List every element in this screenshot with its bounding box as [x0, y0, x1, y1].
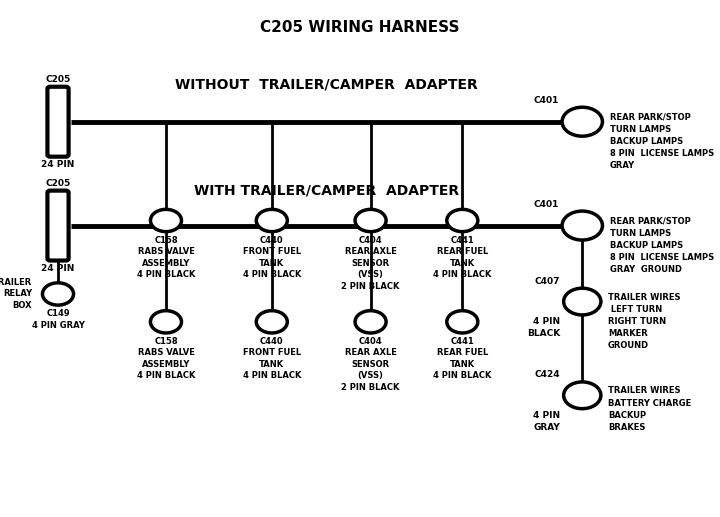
Circle shape — [355, 209, 386, 232]
Text: 24 PIN: 24 PIN — [41, 264, 75, 272]
Circle shape — [256, 311, 287, 333]
Circle shape — [562, 107, 603, 136]
Circle shape — [355, 311, 386, 333]
Text: C205: C205 — [45, 74, 71, 84]
Text: C401: C401 — [534, 200, 559, 208]
Text: C404
REAR AXLE
SENSOR
(VSS)
2 PIN BLACK: C404 REAR AXLE SENSOR (VSS) 2 PIN BLACK — [341, 236, 400, 291]
Text: C424: C424 — [534, 370, 560, 379]
Text: WITHOUT  TRAILER/CAMPER  ADAPTER: WITHOUT TRAILER/CAMPER ADAPTER — [175, 78, 478, 92]
Text: C205: C205 — [45, 178, 71, 188]
Circle shape — [42, 283, 73, 305]
Text: C407: C407 — [535, 277, 560, 286]
Circle shape — [447, 209, 478, 232]
Circle shape — [564, 288, 601, 315]
Text: TRAILER WIRES
 LEFT TURN
RIGHT TURN
MARKER
GROUND: TRAILER WIRES LEFT TURN RIGHT TURN MARKE… — [608, 293, 680, 350]
Text: 4 PIN
GRAY: 4 PIN GRAY — [533, 411, 560, 432]
FancyBboxPatch shape — [48, 191, 68, 261]
Circle shape — [150, 311, 181, 333]
Circle shape — [562, 211, 603, 240]
Circle shape — [150, 209, 181, 232]
Text: WITH TRAILER/CAMPER  ADAPTER: WITH TRAILER/CAMPER ADAPTER — [194, 184, 459, 197]
Circle shape — [256, 209, 287, 232]
Text: C158
RABS VALVE
ASSEMBLY
4 PIN BLACK: C158 RABS VALVE ASSEMBLY 4 PIN BLACK — [137, 236, 195, 279]
Circle shape — [564, 382, 601, 408]
Text: C441
REAR FUEL
TANK
4 PIN BLACK: C441 REAR FUEL TANK 4 PIN BLACK — [433, 236, 492, 279]
Text: C401: C401 — [534, 96, 559, 104]
Text: 24 PIN: 24 PIN — [41, 160, 75, 169]
Text: C158
RABS VALVE
ASSEMBLY
4 PIN BLACK: C158 RABS VALVE ASSEMBLY 4 PIN BLACK — [137, 337, 195, 381]
Circle shape — [447, 311, 478, 333]
FancyBboxPatch shape — [48, 87, 68, 157]
Text: TRAILER WIRES
BATTERY CHARGE
BACKUP
BRAKES: TRAILER WIRES BATTERY CHARGE BACKUP BRAK… — [608, 386, 691, 432]
Text: 4 PIN
BLACK: 4 PIN BLACK — [527, 317, 560, 338]
Text: C404
REAR AXLE
SENSOR
(VSS)
2 PIN BLACK: C404 REAR AXLE SENSOR (VSS) 2 PIN BLACK — [341, 337, 400, 392]
Text: C440
FRONT FUEL
TANK
4 PIN BLACK: C440 FRONT FUEL TANK 4 PIN BLACK — [243, 337, 301, 381]
Text: C149
4 PIN GRAY: C149 4 PIN GRAY — [32, 309, 84, 330]
Text: REAR PARK/STOP
TURN LAMPS
BACKUP LAMPS
8 PIN  LICENSE LAMPS
GRAY  GROUND: REAR PARK/STOP TURN LAMPS BACKUP LAMPS 8… — [610, 217, 714, 274]
Text: REAR PARK/STOP
TURN LAMPS
BACKUP LAMPS
8 PIN  LICENSE LAMPS
GRAY: REAR PARK/STOP TURN LAMPS BACKUP LAMPS 8… — [610, 113, 714, 171]
Text: C205 WIRING HARNESS: C205 WIRING HARNESS — [260, 21, 460, 36]
Text: TRAILER
RELAY
BOX: TRAILER RELAY BOX — [0, 278, 32, 310]
Text: C441
REAR FUEL
TANK
4 PIN BLACK: C441 REAR FUEL TANK 4 PIN BLACK — [433, 337, 492, 381]
Text: C440
FRONT FUEL
TANK
4 PIN BLACK: C440 FRONT FUEL TANK 4 PIN BLACK — [243, 236, 301, 279]
